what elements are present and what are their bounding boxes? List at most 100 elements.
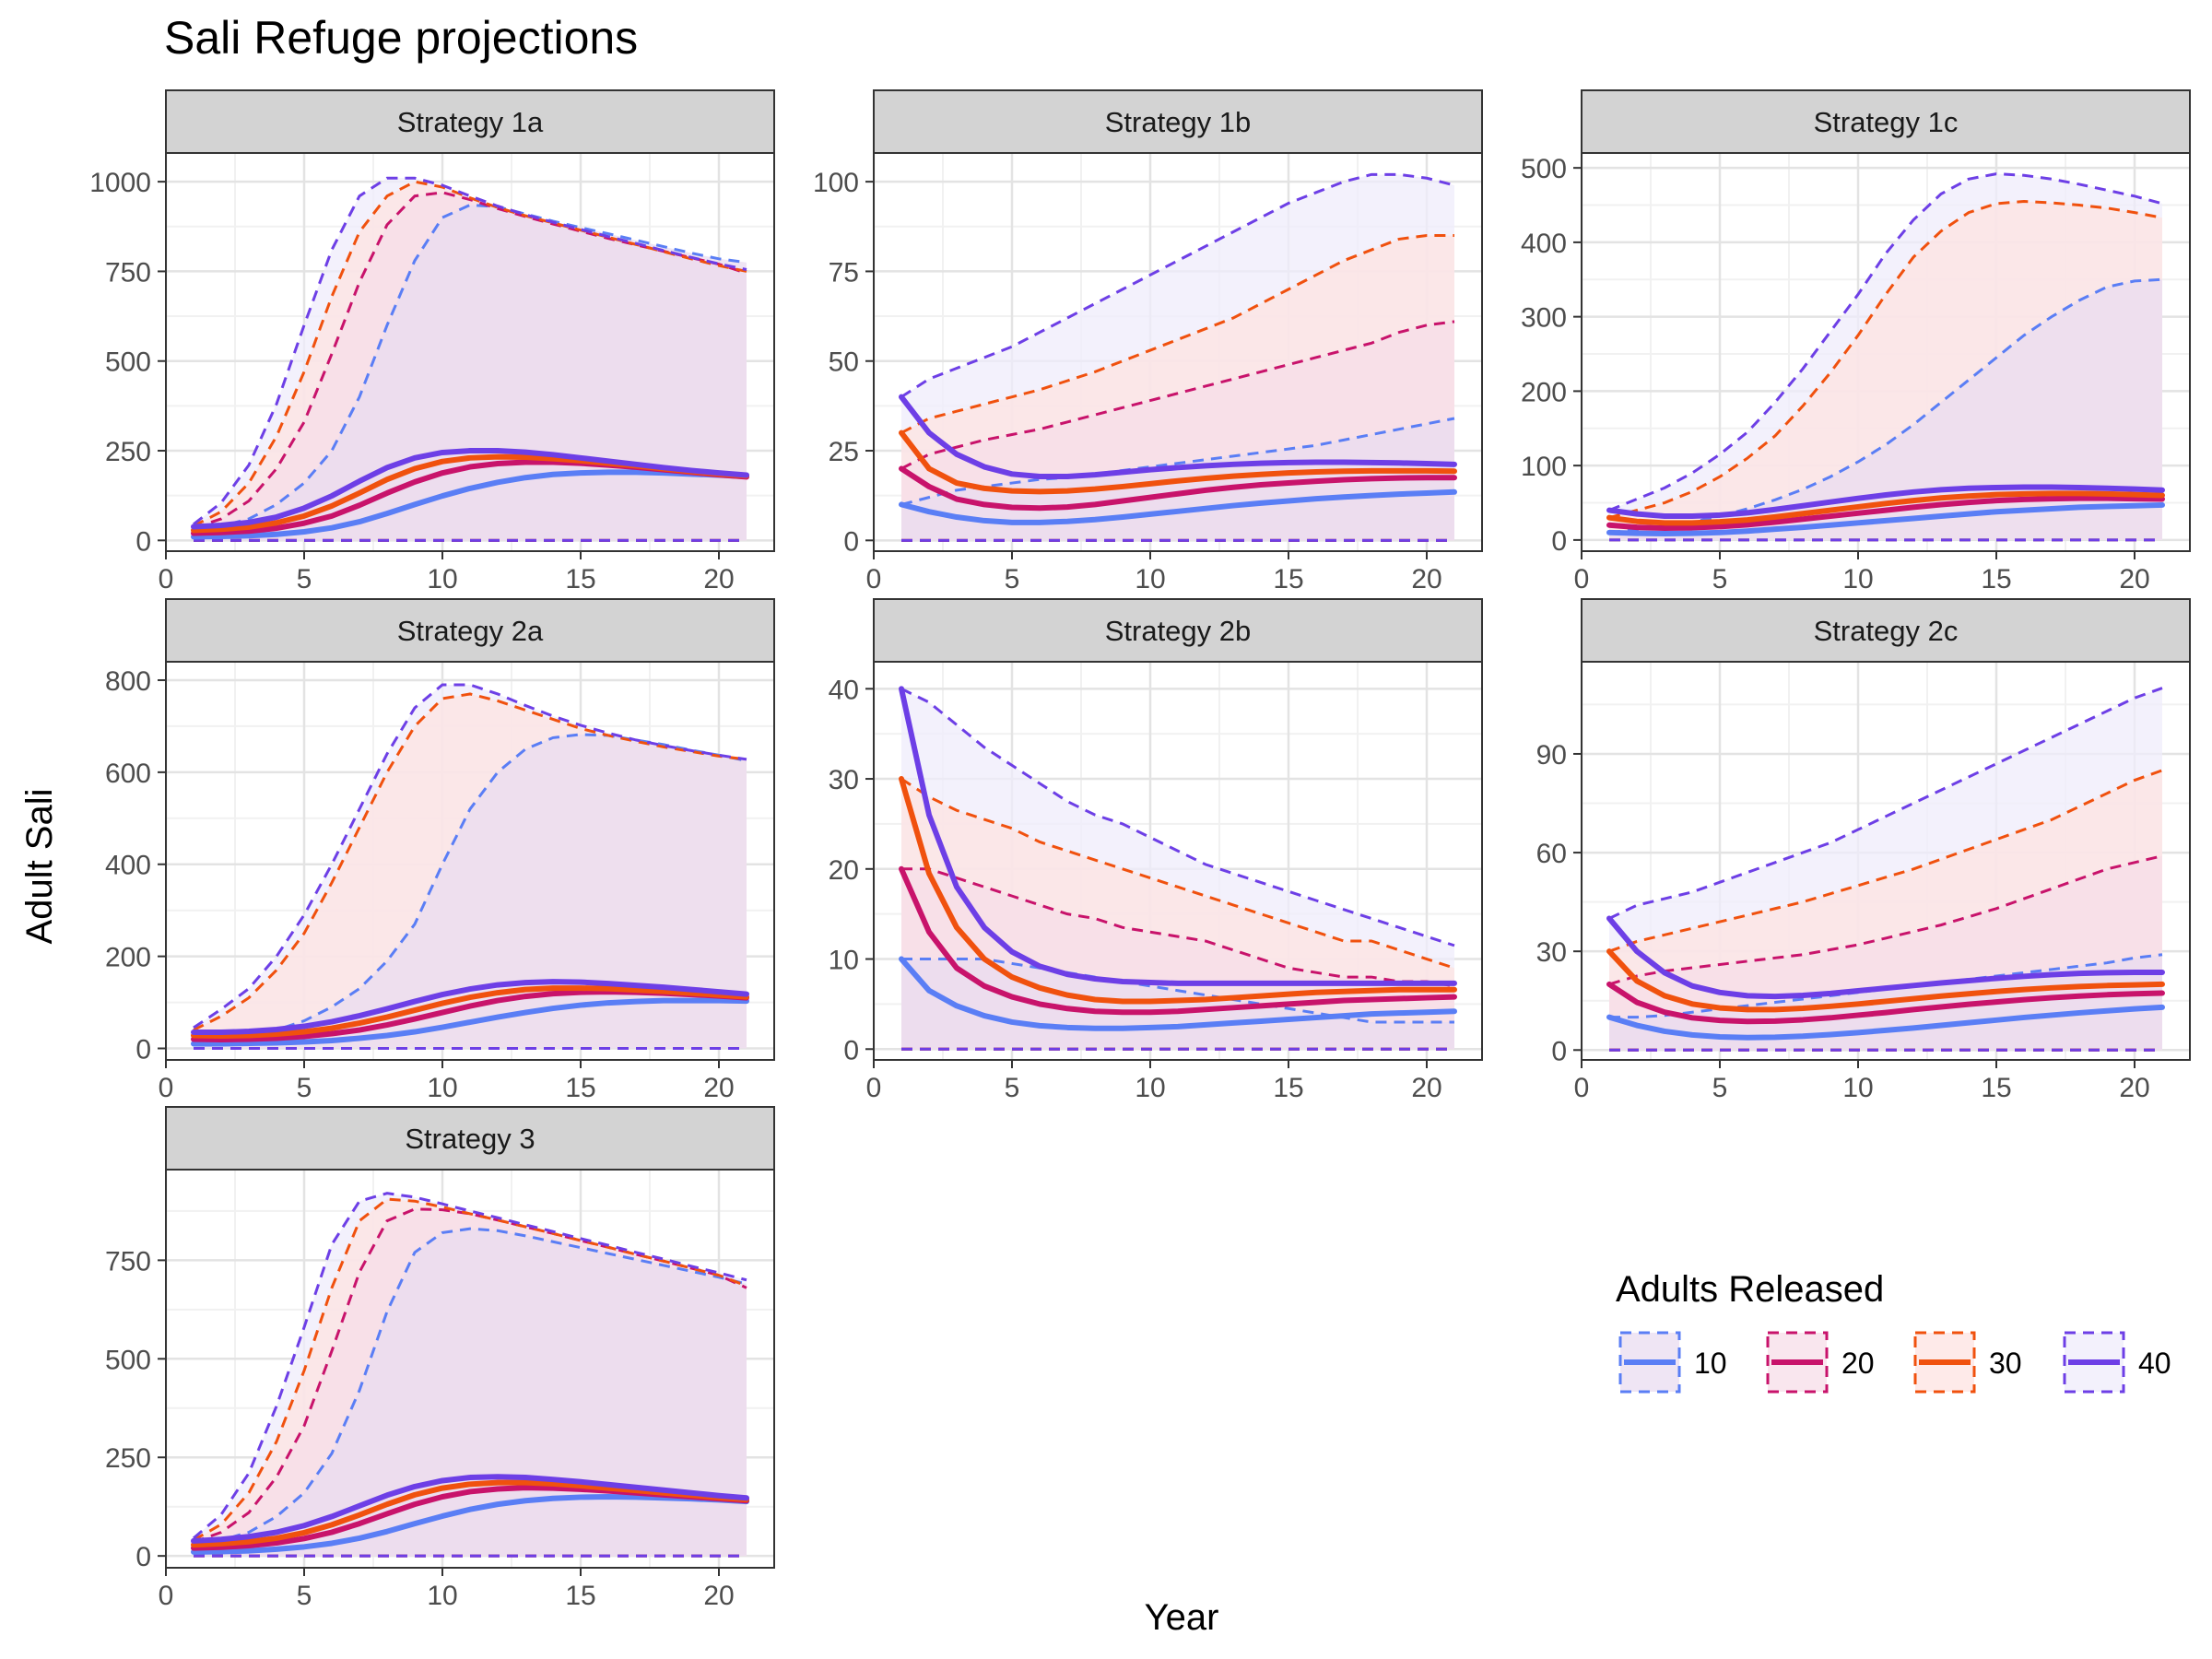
facet-strip [165, 598, 775, 663]
y-tick-label: 0 [843, 1035, 859, 1065]
ci-upper-line-40 [1608, 172, 2163, 512]
ci-upper-line-30 [193, 692, 747, 1031]
ci-band-10 [194, 734, 747, 1049]
y-tick-label: 75 [829, 257, 859, 288]
ci-upper-line-40 [1608, 687, 2163, 920]
y-axis-label: Adult Sali [19, 789, 60, 945]
ci-upper-line-40 [193, 1192, 747, 1540]
x-tick-label: 0 [1574, 564, 1590, 594]
panel-border [165, 661, 775, 1061]
y-tick-label: 0 [843, 526, 859, 557]
y-tick-label: 300 [1521, 303, 1567, 334]
y-tick-label: 20 [829, 855, 859, 886]
x-tick-label: 20 [1411, 1073, 1441, 1103]
x-tick-label: 0 [159, 564, 174, 594]
ci-upper-line-20 [901, 867, 1455, 988]
mean-line-40 [191, 1474, 749, 1544]
x-tick-label: 20 [703, 1073, 734, 1103]
x-tick-label: 0 [866, 564, 882, 594]
x-tick-label: 10 [427, 1581, 457, 1611]
mean-line-30 [1606, 948, 2165, 1013]
mean-line-10 [1606, 501, 2165, 537]
facet-strip [873, 89, 1483, 154]
y-tick-label: 500 [105, 347, 151, 378]
facet-strip-label: Strategy 2a [397, 615, 544, 647]
y-tick-label: 50 [829, 347, 859, 378]
y-tick-label: 100 [813, 168, 859, 198]
facet-panel-5: Strategy 2b 0 5 10 15 20 0 10 20 30 40 [829, 598, 1483, 1103]
mean-line-30 [1606, 490, 2165, 526]
ci-upper-line-40 [193, 683, 747, 1030]
x-tick-label: 20 [2119, 564, 2149, 594]
plot-area [899, 172, 1457, 542]
facet-panel-1: Strategy 1a 0 5 10 15 20 0 250 500 750 1000 [89, 89, 775, 594]
facet-strip [165, 89, 775, 154]
plot-area [1606, 687, 2165, 1052]
mean-line-30 [191, 985, 749, 1040]
legend: Adults Released 10 20 30 40 [1616, 1269, 2171, 1394]
ci-upper-line-40 [900, 687, 1455, 947]
ci-band-10 [194, 1229, 747, 1557]
x-tick-label: 20 [1411, 564, 1441, 594]
y-tick-label: 500 [1521, 154, 1567, 184]
ci-upper-line-10 [193, 1227, 747, 1546]
x-tick-label: 20 [703, 1581, 734, 1611]
x-tick-label: 0 [159, 1073, 174, 1103]
plot-area [191, 1192, 749, 1558]
panel-border [1581, 661, 2191, 1061]
facet-panel-6: Strategy 2c 0 5 10 15 20 0 30 60 90 [1536, 598, 2191, 1103]
facet-panel-7: Strategy 3 0 5 10 15 20 0 250 500 750 [105, 1106, 775, 1611]
mean-line-10 [191, 1494, 749, 1555]
facet-strip [1581, 89, 2191, 154]
y-tick-label: 30 [829, 765, 859, 795]
y-tick-label: 25 [829, 437, 859, 467]
facet-panels: Strategy 1a0 5 10 15 2002505007501000Strateg… [89, 89, 2191, 1611]
legend-item-30: 30 [1913, 1331, 2022, 1394]
y-tick-label: 800 [105, 666, 151, 697]
x-axis-label: Year [1145, 1597, 1219, 1638]
ci-upper-line-30 [193, 1197, 747, 1542]
y-tick-label: 0 [1551, 526, 1567, 557]
x-tick-label: 5 [1005, 1073, 1020, 1103]
facet-strip-label: Strategy 1a [397, 106, 544, 138]
y-tick-label: 500 [105, 1345, 151, 1375]
ci-upper-line-10 [900, 417, 1455, 506]
mean-line-40 [1606, 915, 2165, 1000]
x-tick-label: 15 [1273, 564, 1303, 594]
y-tick-label: 0 [1551, 1036, 1567, 1066]
x-tick-label: 5 [1712, 1073, 1728, 1103]
ci-upper-line-30 [900, 234, 1454, 434]
mean-line-40 [1606, 484, 2165, 520]
y-tick-label: 0 [135, 1035, 151, 1065]
y-tick-label: 60 [1536, 839, 1567, 869]
x-tick-label: 0 [1574, 1073, 1590, 1103]
mean-line-10 [191, 997, 749, 1047]
ci-upper-line-30 [1608, 769, 2163, 953]
mean-line-20 [899, 865, 1457, 1016]
ci-upper-line-40 [900, 172, 1455, 398]
facet-strip [1581, 598, 2191, 663]
y-tick-label: 200 [1521, 377, 1567, 407]
y-tick-label: 40 [829, 675, 859, 705]
legend-item-10: 10 [1618, 1331, 1727, 1394]
mean-line-10 [1606, 1004, 2165, 1041]
y-tick-label: 400 [105, 851, 151, 881]
facet-panel-2: Strategy 1b 0 5 10 15 20 0 25 50 75 100 [813, 89, 1483, 594]
ci-upper-line-20 [900, 320, 1455, 470]
y-tick-label: 600 [105, 759, 151, 789]
x-tick-label: 0 [159, 1581, 174, 1611]
mean-line-40 [899, 686, 1457, 986]
x-tick-label: 15 [565, 1581, 595, 1611]
y-tick-label: 750 [105, 257, 151, 288]
panel-border [165, 1169, 775, 1569]
mean-line-40 [899, 394, 1457, 480]
y-tick-label: 0 [135, 1542, 151, 1572]
plot-area [191, 683, 749, 1051]
y-tick-label: 10 [829, 946, 859, 976]
legend-items: 10 20 30 40 [1618, 1331, 2171, 1394]
plot-area [1606, 172, 2165, 542]
x-tick-label: 15 [1981, 564, 2011, 594]
